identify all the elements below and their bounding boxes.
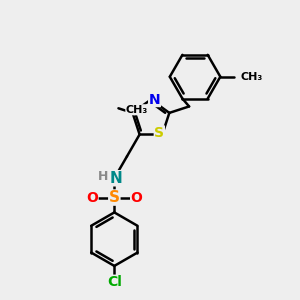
- Text: O: O: [86, 190, 98, 205]
- Text: S: S: [109, 190, 120, 205]
- Text: O: O: [131, 190, 142, 205]
- Text: N: N: [110, 171, 122, 186]
- Text: N: N: [149, 92, 160, 106]
- Text: S: S: [154, 126, 164, 140]
- Text: Cl: Cl: [107, 275, 122, 289]
- Text: CH₃: CH₃: [240, 72, 262, 82]
- Text: H: H: [98, 170, 108, 183]
- Text: CH₃: CH₃: [126, 105, 148, 115]
